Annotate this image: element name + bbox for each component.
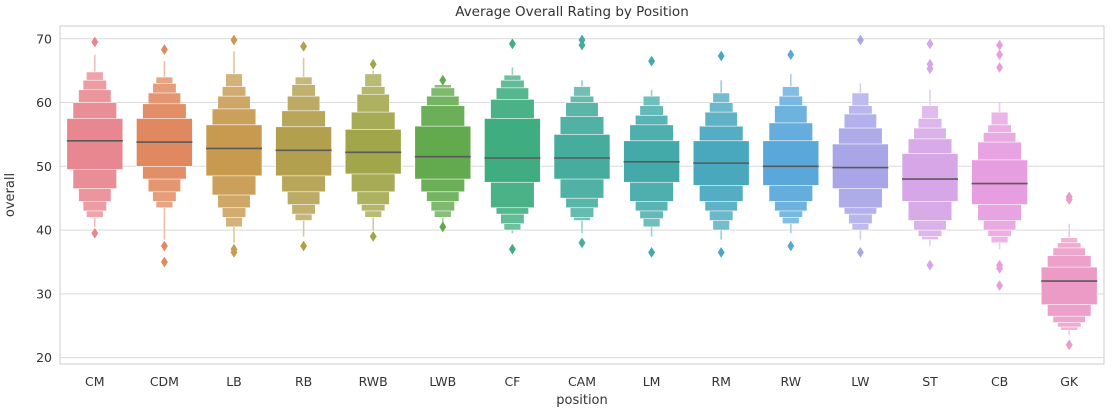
y-tick-label: 60 [36, 95, 52, 110]
box-level [206, 125, 262, 176]
y-tick-label: 70 [36, 31, 52, 46]
box-level [1041, 267, 1097, 305]
x-tick-label: CB [991, 374, 1008, 389]
x-tick-label: CF [504, 374, 520, 389]
x-tick-label: LWB [429, 374, 456, 389]
y-tick-label: 40 [36, 223, 52, 238]
x-tick-label: CDM [150, 374, 179, 389]
box-level [972, 160, 1028, 205]
box-level [67, 118, 123, 169]
box-level [276, 127, 332, 176]
box-level [832, 144, 888, 189]
box-level [554, 134, 610, 179]
x-tick-label: RWB [359, 374, 388, 389]
x-tick-label: RW [781, 374, 802, 389]
x-tick-label: RM [711, 374, 730, 389]
box-level [763, 141, 819, 186]
x-tick-labels: CM CDM LB RB RWB LWB CF CAM LM RM RW LW ST CB GK [85, 374, 1079, 389]
y-tick-label: 50 [36, 159, 52, 174]
y-tick-label: 20 [36, 350, 52, 365]
y-tick-labels: 20 30 40 50 60 70 [36, 31, 52, 365]
x-tick-label: RB [295, 374, 312, 389]
x-tick-label: LW [851, 374, 869, 389]
box-level [415, 126, 471, 179]
x-tick-label: CM [85, 374, 105, 389]
x-tick-label: LM [643, 374, 661, 389]
chart-title: Average Overall Rating by Position [455, 4, 689, 20]
x-tick-label: LB [226, 374, 242, 389]
box-level [484, 118, 540, 182]
box-level [902, 154, 958, 202]
x-tick-label: ST [922, 374, 938, 389]
x-tick-label: GK [1060, 374, 1079, 389]
x-tick-label: CAM [568, 374, 596, 389]
y-tick-label: 30 [36, 286, 52, 301]
x-axis-label: position [556, 393, 608, 408]
y-axis-label: overall [3, 173, 18, 217]
